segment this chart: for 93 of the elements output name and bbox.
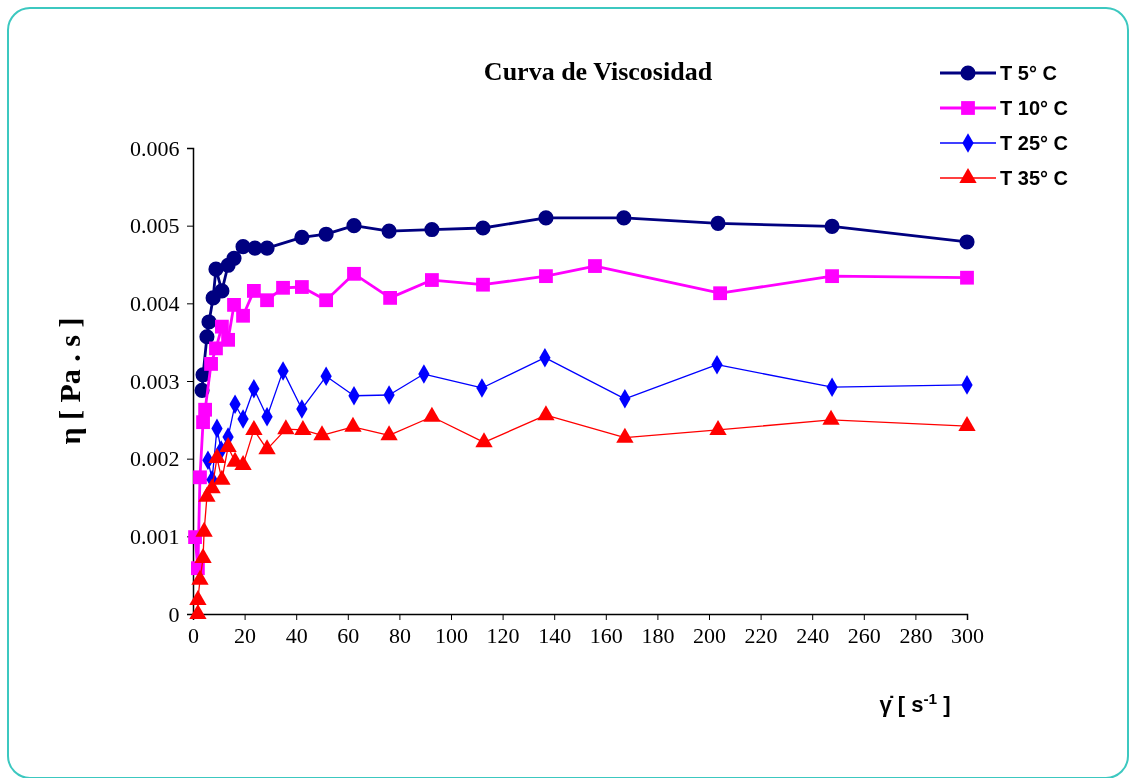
point <box>198 402 213 417</box>
y-tick-label: 0 <box>168 601 180 627</box>
x-tick-label: 40 <box>285 622 308 648</box>
point <box>189 604 207 619</box>
x-tick-label: 240 <box>796 622 830 648</box>
point <box>213 469 231 485</box>
point <box>825 269 839 284</box>
x-tick-label: 180 <box>641 622 675 648</box>
point <box>710 215 726 231</box>
x-tick-label: 20 <box>234 622 257 648</box>
point <box>537 405 555 421</box>
point <box>208 447 226 463</box>
point <box>616 427 634 443</box>
point <box>318 226 334 242</box>
point <box>713 286 727 301</box>
legend-label: T 10° C <box>1000 97 1069 119</box>
point <box>208 261 224 277</box>
point <box>824 218 840 234</box>
point <box>588 259 602 273</box>
y-tick-label: 0.001 <box>130 523 180 549</box>
point <box>203 478 221 494</box>
point <box>476 277 490 292</box>
point <box>227 297 241 312</box>
chart-title: Curva de Viscosidad <box>483 57 713 86</box>
point <box>294 419 312 435</box>
y-axis-title: η [ Pa . s ] <box>53 317 86 445</box>
y-tick-label: 0.002 <box>130 446 180 472</box>
point <box>313 425 331 441</box>
point <box>201 314 217 330</box>
x-tick-label: 220 <box>744 622 778 648</box>
point <box>424 222 440 238</box>
y-tick-label: 0.006 <box>130 135 180 161</box>
point <box>219 437 237 453</box>
x-tick-label: 160 <box>589 622 623 648</box>
point <box>616 210 632 226</box>
point <box>259 240 275 256</box>
point <box>960 270 974 285</box>
point <box>195 521 213 537</box>
point <box>958 416 976 432</box>
point <box>822 409 840 425</box>
point <box>234 454 252 470</box>
point <box>194 548 212 564</box>
x-tick-label: 60 <box>337 622 360 648</box>
point <box>959 234 975 250</box>
x-tick-label: 0 <box>188 622 199 648</box>
legend-label: T 25° C <box>1000 132 1069 154</box>
point <box>709 419 727 435</box>
x-tick-label: 200 <box>693 622 726 648</box>
point <box>346 218 362 234</box>
point <box>215 319 229 334</box>
point <box>245 419 263 435</box>
legend-label: T 5° C <box>1000 62 1057 84</box>
x-tick-label: 280 <box>899 622 933 648</box>
point <box>193 470 207 485</box>
point <box>423 406 441 422</box>
x-tick-label: 300 <box>951 622 984 648</box>
point <box>381 223 397 239</box>
point <box>319 293 334 308</box>
y-tick-label: 0.004 <box>130 290 180 316</box>
point <box>214 283 230 299</box>
point <box>347 266 361 281</box>
point <box>380 425 398 441</box>
point <box>204 357 218 371</box>
point <box>539 269 553 284</box>
point <box>236 308 250 323</box>
point <box>277 419 295 435</box>
point <box>276 280 290 295</box>
point <box>475 432 493 448</box>
y-tick-label: 0.003 <box>130 368 180 394</box>
x-tick-label: 120 <box>486 622 520 648</box>
x-tick-label: 80 <box>388 622 411 648</box>
point <box>199 329 215 345</box>
point <box>260 293 274 308</box>
point <box>258 439 276 455</box>
point <box>538 210 554 226</box>
point <box>221 332 235 347</box>
x-tick-label: 140 <box>538 622 572 648</box>
y-tick-label: 0.005 <box>130 213 180 239</box>
point <box>247 284 261 298</box>
point <box>425 273 439 287</box>
point <box>226 250 242 266</box>
point <box>189 590 207 606</box>
legend-label: T 35° C <box>1000 167 1069 189</box>
x-axis-title: γ̇ [ s$^{-1}$ ] <box>879 689 951 717</box>
point <box>209 341 223 356</box>
x-tick-label: 260 <box>847 622 881 648</box>
x-tick-label: 100 <box>435 622 468 648</box>
point <box>294 229 310 245</box>
point <box>294 280 309 294</box>
point <box>191 569 209 585</box>
point <box>475 220 491 236</box>
point <box>344 416 362 432</box>
point <box>383 291 397 305</box>
